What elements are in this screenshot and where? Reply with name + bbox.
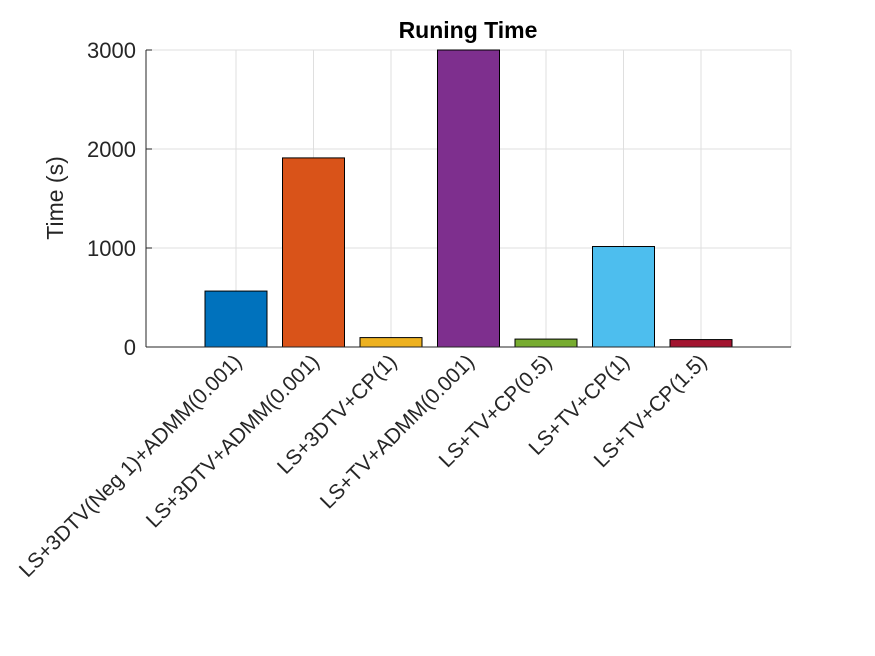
y-axis-label: Time (s) <box>42 156 68 239</box>
bar <box>514 338 578 348</box>
bar <box>669 339 733 348</box>
bars <box>204 49 733 348</box>
bar <box>204 290 268 348</box>
chart-title: Runing Time <box>399 17 538 43</box>
y-tick-label: 2000 <box>87 137 136 162</box>
y-tick-label: 1000 <box>87 236 136 261</box>
axes <box>145 49 791 348</box>
x-tick-labels: LS+3DTV(Neg 1)+ADMM(0.001)LS+3DTV+ADMM(0… <box>15 350 712 582</box>
x-tick-label: LS+TV+ADMM(0.001) <box>316 350 479 513</box>
bar <box>359 337 423 348</box>
y-tick-label: 0 <box>124 335 136 360</box>
y-tick-labels: 0 1000 2000 3000 <box>87 38 136 360</box>
bar <box>437 49 500 348</box>
y-tick-label: 3000 <box>87 38 136 63</box>
bar <box>592 246 655 348</box>
bar <box>282 157 345 348</box>
